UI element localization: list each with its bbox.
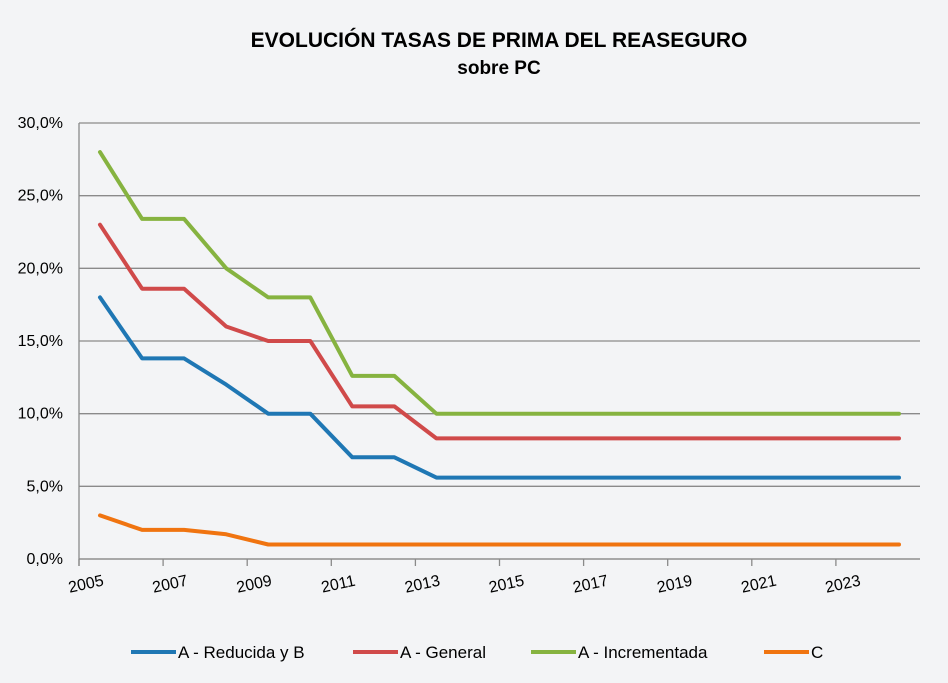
- x-tick-label: 2005: [67, 573, 105, 597]
- y-tick-label: 15,0%: [18, 333, 63, 350]
- x-tick-label: 2015: [487, 573, 525, 597]
- series-line: [98, 295, 901, 480]
- gridlines: [79, 122, 920, 560]
- series-line: [98, 513, 901, 547]
- x-tick-label: 2011: [320, 573, 357, 597]
- legend-label: A - Reducida y B: [178, 643, 305, 662]
- chart-title: EVOLUCIÓN TASAS DE PRIMA DEL REASEGURO: [251, 28, 748, 52]
- y-tick-label: 25,0%: [18, 188, 63, 205]
- legend-label: A - Incrementada: [578, 643, 708, 662]
- y-tick-label: 20,0%: [18, 260, 63, 277]
- series-lines: [98, 150, 901, 547]
- x-tick-label: 2013: [403, 573, 441, 597]
- y-tick-label: 10,0%: [18, 406, 63, 423]
- series-line: [98, 222, 901, 441]
- legend-label: A - General: [400, 643, 486, 662]
- y-tick-label: 30,0%: [18, 115, 63, 132]
- y-tick-label: 5,0%: [27, 478, 63, 495]
- chart-subtitle: sobre PC: [457, 58, 541, 79]
- x-tick-label: 2007: [151, 573, 189, 597]
- legend: A - Reducida y B A - General A - Increment…: [131, 643, 823, 662]
- x-tick-label: 2019: [656, 573, 694, 597]
- y-tick-label: 0,0%: [27, 551, 63, 568]
- x-tick-label: 2023: [824, 573, 862, 597]
- axes: 0,0% 5,0% 10,0% 15,0% 20,0% 25,0% 30,0% 2005 200…: [18, 115, 920, 597]
- x-tick-label: 2009: [235, 573, 273, 597]
- legend-label: C: [811, 643, 823, 662]
- x-tick-label: 2021: [740, 573, 778, 597]
- x-tick-label: 2017: [571, 573, 609, 597]
- series-line: [98, 150, 901, 416]
